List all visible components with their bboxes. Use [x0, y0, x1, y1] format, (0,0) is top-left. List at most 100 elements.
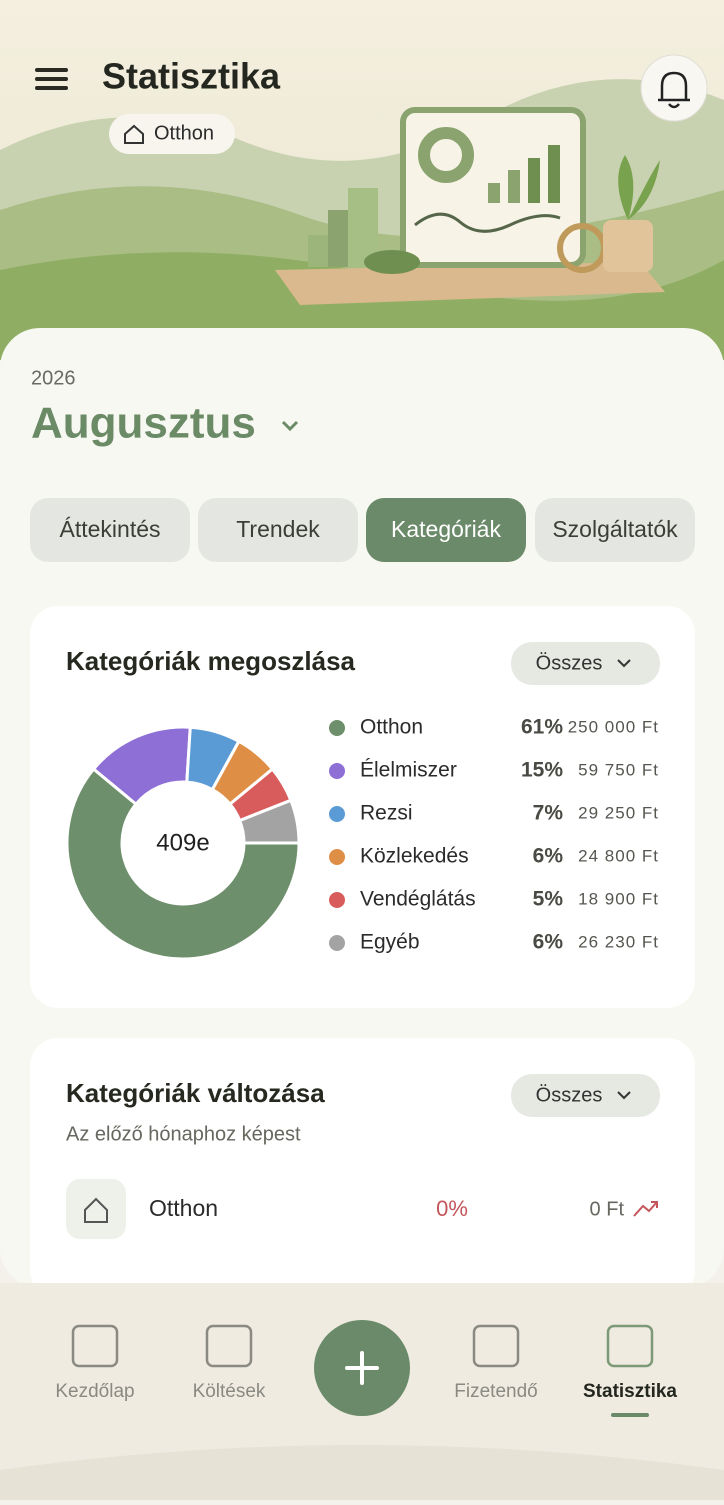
legend-percent: 5%	[533, 888, 564, 911]
legend-amount: 29 250 Ft	[578, 803, 659, 822]
illustration-block	[328, 210, 350, 267]
desk-board	[275, 262, 665, 305]
card-title: Kategóriák megoszlása	[66, 646, 356, 676]
card-subtitle: Az előző hónaphoz képest	[66, 1123, 301, 1145]
illustration-pie	[364, 250, 420, 274]
tab-bg	[535, 498, 695, 562]
legend-label: Otthon	[360, 716, 423, 739]
legend-marker	[329, 935, 345, 951]
filter-dropdown[interactable]: Összes	[511, 642, 660, 685]
household-chip[interactable]: Otthon	[109, 114, 235, 154]
trend-icon	[633, 1201, 658, 1217]
nav-icon	[472, 1324, 520, 1368]
nav-item[interactable]: Költések	[193, 1324, 266, 1402]
legend-amount: 18 900 Ft	[578, 889, 659, 908]
year: 2026	[31, 367, 76, 389]
tab-bg	[30, 498, 190, 562]
dropdown-label: Összes	[536, 1084, 603, 1106]
illustration-donut	[418, 127, 474, 183]
legend-amount: 24 800 Ft	[578, 846, 659, 865]
menu-icon-line	[35, 86, 68, 90]
menu-icon-line	[35, 77, 68, 81]
illustration-line	[414, 212, 561, 233]
legend-label: Élelmiszer	[360, 759, 457, 782]
month-picker[interactable]: Augusztus	[31, 399, 299, 448]
household-name: Otthon	[154, 122, 214, 144]
chevron	[617, 1091, 631, 1100]
nav-item[interactable]: Kezdőlap	[55, 1324, 135, 1402]
nav-item[interactable]: Statisztika	[583, 1324, 677, 1417]
legend-amount: 250 000 Ft	[568, 717, 659, 736]
legend-percent: 6%	[533, 845, 564, 868]
nav-icon	[606, 1324, 654, 1368]
nav-label: Fizetendő	[454, 1381, 537, 1402]
donut-chart	[65, 725, 301, 961]
legend-label: Közlekedés	[360, 845, 469, 868]
nav-label: Kezdőlap	[55, 1381, 134, 1402]
tab[interactable]: Kategóriák	[366, 498, 526, 562]
plus-icon	[345, 1351, 379, 1385]
legend-percent: 61%	[521, 716, 563, 739]
legend-marker	[329, 849, 345, 865]
legend-amount: 26 230 Ft	[578, 932, 659, 951]
legend-marker	[329, 892, 345, 908]
dropdown-label: Összes	[536, 652, 603, 674]
illustration-bar	[548, 145, 560, 203]
filter-dropdown[interactable]: Összes	[511, 1074, 660, 1117]
add-button[interactable]	[314, 1320, 410, 1416]
tab[interactable]: Szolgáltatók	[535, 498, 695, 562]
tab-bg	[366, 498, 526, 562]
tab-bg	[198, 498, 358, 562]
bell-bg	[640, 54, 708, 122]
menu-icon-line	[35, 68, 68, 72]
change-percent: 0%	[436, 1196, 468, 1221]
notification-button[interactable]	[640, 54, 708, 122]
nav-label: Statisztika	[583, 1381, 677, 1402]
nav-icon	[71, 1324, 119, 1368]
category-icon-bg	[66, 1179, 126, 1239]
legend-label: Egyéb	[360, 931, 420, 954]
donut-segment	[65, 766, 301, 961]
illustration-block	[308, 235, 330, 267]
home-icon	[84, 1197, 108, 1223]
tab[interactable]: Áttekintés	[30, 498, 190, 562]
illustration-plant	[618, 155, 660, 220]
nav-active-indicator	[611, 1413, 649, 1417]
tab-label: Szolgáltatók	[552, 516, 678, 542]
dropdown-bg	[511, 642, 660, 685]
donut-center-label: 409e	[156, 829, 209, 856]
nav-item[interactable]: Fizetendő	[454, 1324, 538, 1402]
tab[interactable]: Trendek	[198, 498, 358, 562]
tab-label: Kategóriák	[391, 516, 501, 542]
legend-marker	[329, 763, 345, 779]
dropdown-bg	[511, 1074, 660, 1117]
tab-label: Trendek	[236, 516, 320, 542]
legend-percent: 6%	[533, 931, 564, 954]
chevron	[281, 420, 299, 432]
legend-percent: 7%	[533, 802, 564, 825]
tab-bar: Áttekintés Trendek Kategóriák Szolgáltatók	[30, 498, 695, 562]
nav-label: Költések	[193, 1381, 266, 1402]
legend-percent: 15%	[521, 759, 563, 782]
donut-segment	[237, 798, 301, 845]
chevron	[617, 659, 631, 668]
month: Augusztus	[31, 399, 256, 448]
card-title: Kategóriák változása	[66, 1078, 325, 1108]
legend-marker	[329, 720, 345, 736]
change-amount: 0 Ft	[590, 1198, 625, 1220]
bottom-nav: Kezdőlap Költések Fizetendő Statisztika	[55, 1324, 677, 1417]
page-title: Statisztika	[102, 56, 281, 97]
tab-label: Áttekintés	[60, 516, 161, 542]
illustration-pot	[603, 220, 653, 272]
legend: Otthon 61% 250 000 Ft Élelmiszer 15% 59 750 F…	[329, 716, 659, 954]
legend-marker	[329, 806, 345, 822]
illustration-bar	[508, 170, 520, 203]
legend-label: Vendéglátás	[360, 888, 476, 911]
illustration-bar	[488, 183, 500, 203]
menu-button[interactable]	[35, 68, 68, 90]
category-name: Otthon	[149, 1195, 218, 1221]
home-icon	[124, 124, 144, 144]
change-row[interactable]: Otthon 0% 0 Ft	[66, 1179, 658, 1239]
illustration-bar	[528, 158, 540, 203]
